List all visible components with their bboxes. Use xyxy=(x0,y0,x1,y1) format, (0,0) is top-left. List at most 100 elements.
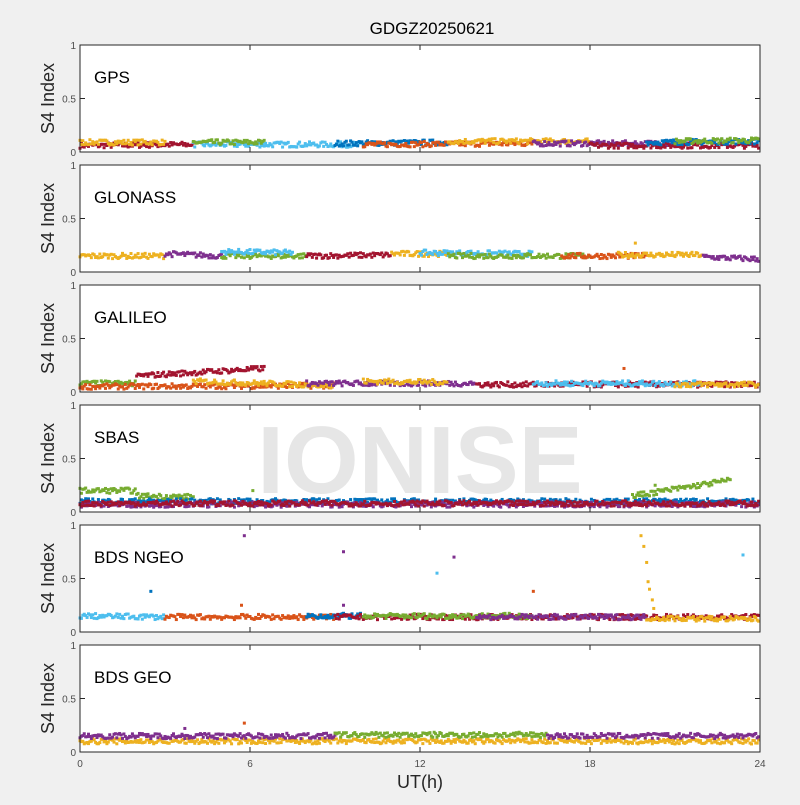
data-point xyxy=(169,253,172,256)
data-point xyxy=(567,504,570,507)
data-point xyxy=(586,137,589,140)
data-point xyxy=(155,383,158,386)
data-point xyxy=(81,139,84,142)
data-point xyxy=(97,143,100,146)
data-point xyxy=(509,504,512,507)
data-point xyxy=(569,144,572,147)
data-point xyxy=(627,498,630,501)
data-point xyxy=(638,498,641,501)
data-point xyxy=(198,504,201,507)
data-point xyxy=(494,137,497,140)
data-point xyxy=(325,254,328,257)
data-point xyxy=(328,384,331,387)
data-point xyxy=(478,614,481,617)
data-point xyxy=(348,143,351,146)
data-point xyxy=(107,501,110,504)
data-point xyxy=(125,505,128,508)
data-point xyxy=(601,257,604,260)
data-point xyxy=(280,141,283,144)
data-point xyxy=(492,141,495,144)
data-point xyxy=(445,381,448,384)
data-point xyxy=(749,504,752,507)
data-point xyxy=(416,500,419,503)
data-point xyxy=(477,617,480,620)
data-point xyxy=(158,255,161,258)
data-point xyxy=(470,252,473,255)
data-point xyxy=(152,372,155,375)
data-point xyxy=(291,385,294,388)
data-point xyxy=(729,258,732,261)
data-point xyxy=(518,250,521,253)
data-point xyxy=(613,504,616,507)
data-point xyxy=(614,383,617,386)
data-point xyxy=(608,618,611,621)
data-point xyxy=(443,504,446,507)
data-point xyxy=(196,501,199,504)
data-point xyxy=(691,251,694,254)
data-point xyxy=(108,492,111,495)
data-point xyxy=(634,500,637,503)
data-point xyxy=(220,382,223,385)
data-point xyxy=(98,253,101,256)
data-point xyxy=(492,505,495,508)
data-point xyxy=(655,493,658,496)
data-point xyxy=(402,613,405,616)
data-point xyxy=(577,505,580,508)
data-point xyxy=(516,503,519,506)
data-point xyxy=(615,142,618,145)
data-point xyxy=(742,259,745,262)
data-point xyxy=(413,145,416,148)
data-point xyxy=(522,503,525,506)
data-point xyxy=(336,140,339,143)
data-point xyxy=(369,253,372,256)
data-point xyxy=(243,256,246,259)
data-point xyxy=(648,494,651,497)
data-point xyxy=(261,368,264,371)
data-point xyxy=(285,386,288,389)
data-point xyxy=(499,251,502,254)
y-tick-label: 1 xyxy=(70,41,76,52)
data-point xyxy=(314,253,317,256)
data-point xyxy=(693,254,696,257)
data-point xyxy=(658,498,661,501)
data-point xyxy=(617,147,620,150)
data-point xyxy=(411,141,414,144)
data-point xyxy=(518,499,521,502)
data-point xyxy=(147,375,150,378)
data-point xyxy=(96,380,99,383)
data-point xyxy=(487,256,490,259)
data-point xyxy=(285,502,288,505)
data-point xyxy=(138,139,141,142)
data-point xyxy=(137,383,140,386)
data-point xyxy=(217,368,220,371)
data-point xyxy=(295,615,298,618)
data-point xyxy=(734,143,737,146)
data-point xyxy=(598,257,601,260)
data-point xyxy=(117,387,120,390)
data-point xyxy=(525,503,528,506)
data-point xyxy=(416,616,419,619)
data-point xyxy=(729,137,732,140)
data-point xyxy=(178,384,181,387)
data-point xyxy=(222,379,225,382)
data-point xyxy=(189,614,192,617)
data-point xyxy=(603,140,606,143)
data-point xyxy=(281,146,284,149)
data-point xyxy=(634,256,637,259)
data-point xyxy=(105,139,108,142)
data-point xyxy=(203,383,206,386)
data-point xyxy=(161,617,164,620)
data-point xyxy=(403,499,406,502)
y-axis-label: S4 Index xyxy=(38,423,58,494)
data-point xyxy=(88,613,91,616)
data-point xyxy=(93,504,96,507)
outlier-point xyxy=(623,367,626,370)
data-point xyxy=(328,503,331,506)
data-point xyxy=(97,487,100,490)
data-point xyxy=(103,146,106,149)
data-point xyxy=(356,380,359,383)
data-point xyxy=(606,498,609,501)
data-point xyxy=(104,487,107,490)
data-point xyxy=(302,385,305,388)
data-point xyxy=(258,504,261,507)
